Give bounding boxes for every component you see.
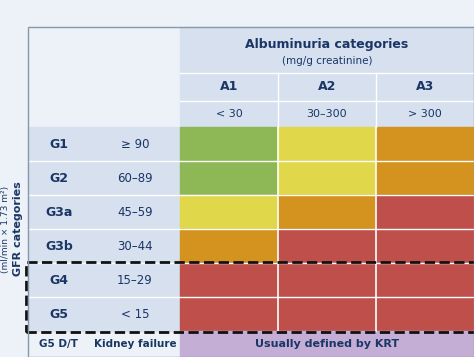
Text: G3b: G3b	[45, 240, 73, 252]
Bar	[278, 263, 376, 297]
Text: 60–89: 60–89	[117, 171, 153, 185]
Bar	[278, 161, 376, 195]
Text: (ml/min × 1.73 m²): (ml/min × 1.73 m²)	[0, 185, 9, 272]
Text: 15–29: 15–29	[117, 273, 153, 287]
Bar	[376, 195, 474, 229]
Bar	[376, 297, 474, 331]
Bar	[180, 297, 278, 331]
Bar	[26, 262, 474, 332]
Bar	[376, 161, 474, 195]
Text: A1: A1	[220, 80, 238, 94]
Text: 30–44: 30–44	[117, 240, 153, 252]
Bar	[180, 263, 278, 297]
Text: Usually defined by KRT: Usually defined by KRT	[255, 339, 399, 349]
Text: G3a: G3a	[46, 206, 73, 218]
Bar	[278, 127, 376, 161]
Text: ≥ 90: ≥ 90	[121, 137, 149, 151]
Text: Kidney failure: Kidney failure	[94, 339, 176, 349]
Text: < 30: < 30	[216, 109, 242, 119]
Bar	[180, 27, 474, 127]
Bar	[376, 127, 474, 161]
Bar	[278, 195, 376, 229]
Text: A2: A2	[318, 80, 336, 94]
Bar	[278, 297, 376, 331]
Text: (mg/g creatinine): (mg/g creatinine)	[282, 56, 372, 66]
Text: 45–59: 45–59	[117, 206, 153, 218]
Bar	[376, 229, 474, 263]
Text: G5 D/T: G5 D/T	[39, 339, 79, 349]
Text: G1: G1	[49, 137, 69, 151]
Bar	[180, 161, 278, 195]
Bar	[180, 229, 278, 263]
Bar	[376, 263, 474, 297]
Text: Albuminuria categories: Albuminuria categories	[246, 38, 409, 51]
Text: G5: G5	[49, 307, 69, 321]
Bar	[180, 331, 474, 357]
Bar	[180, 195, 278, 229]
Text: G4: G4	[49, 273, 69, 287]
Text: 30–300: 30–300	[307, 109, 347, 119]
Bar	[28, 127, 180, 331]
Text: > 300: > 300	[408, 109, 442, 119]
Bar	[278, 229, 376, 263]
Bar	[180, 127, 278, 161]
Text: G2: G2	[49, 171, 69, 185]
Text: GFR categories: GFR categories	[13, 182, 23, 276]
Text: < 15: < 15	[121, 307, 149, 321]
Text: A3: A3	[416, 80, 434, 94]
